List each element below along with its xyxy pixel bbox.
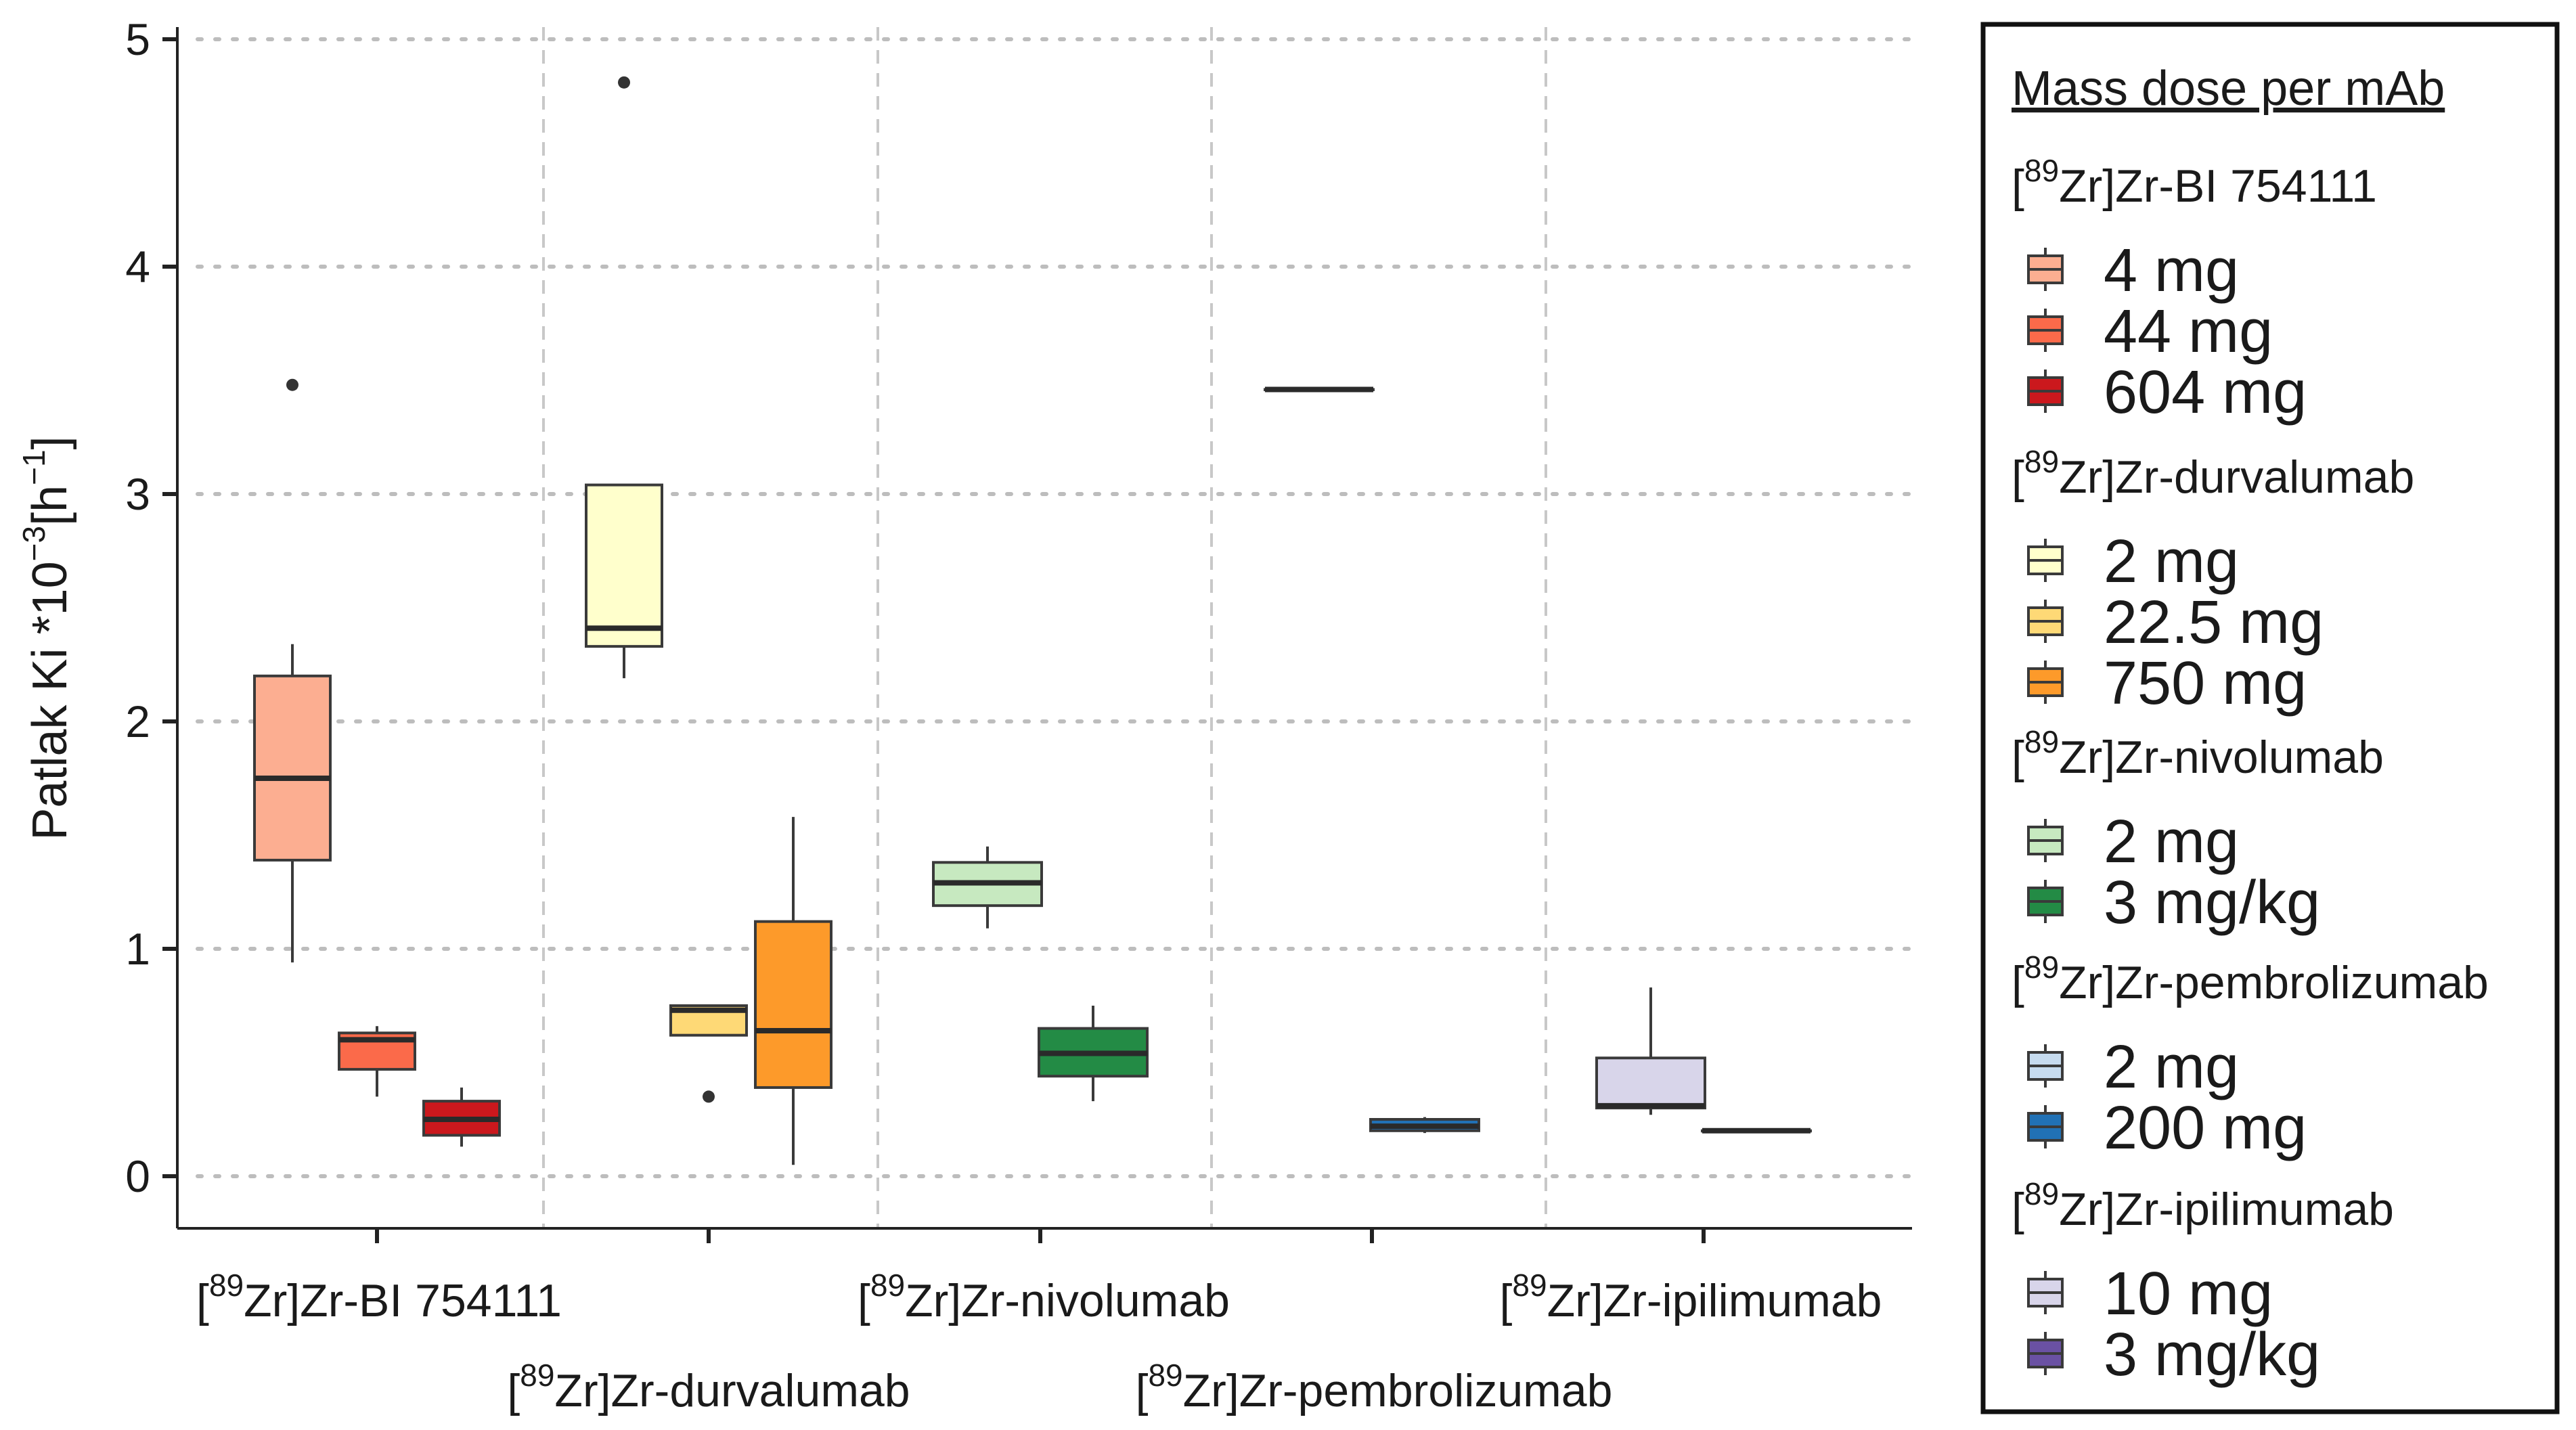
legend-group-title: [89Zr]Zr-nivolumab	[2012, 724, 2384, 783]
legend-item-label: 44 mg	[2104, 298, 2273, 365]
legend-item: 750 mg	[2027, 650, 2307, 717]
legend: Mass dose per mAb [89Zr]Zr-BI 754111 4 mg4…	[1980, 22, 2560, 1414]
legend-item: 3 mg/kg	[2027, 1321, 2320, 1389]
box-ipilimumab-10-mg	[1595, 987, 1706, 1115]
legend-item: 2 mg	[2027, 528, 2239, 596]
y-tick-label: 4	[125, 242, 150, 292]
box-durvalumab-2-mg	[585, 76, 663, 679]
gridlines	[196, 27, 1914, 1228]
box-body	[1595, 1056, 1706, 1110]
legend-group-4: [89Zr]Zr-ipilimumab 10 mg3 mg/kg	[2012, 1176, 2394, 1389]
legend-item-label: 2 mg	[2104, 808, 2239, 876]
outlier-point	[703, 1090, 715, 1103]
x-tick-label-durvalumab: [89Zr]Zr-durvalumab	[507, 1358, 910, 1416]
legend-item: 10 mg	[2027, 1260, 2273, 1328]
legend-item-label: 3 mg/kg	[2104, 1321, 2320, 1389]
legend-group-title: [89Zr]Zr-durvalumab	[2012, 444, 2414, 503]
legend-item: 200 mg	[2027, 1094, 2307, 1162]
y-tick-label: 5	[125, 14, 150, 64]
plot-area	[253, 76, 1812, 1165]
legend-item-label: 2 mg	[2104, 528, 2239, 596]
box-nivolumab-3-mg-kg	[1038, 1006, 1149, 1102]
legend-item-label: 22.5 mg	[2104, 589, 2324, 656]
legend-item-label: 3 mg/kg	[2104, 869, 2320, 937]
axes: 0 1 2 3 4 5 [89Zr]Zr-BI 754111 [89Zr]Zr-durvalu…	[125, 14, 1912, 1416]
legend-item-label: 604 mg	[2104, 359, 2307, 426]
legend-item: 2 mg	[2027, 1033, 2239, 1101]
box-pembrolizumab-200-mg	[1369, 1117, 1480, 1134]
legend-item-label: 750 mg	[2104, 650, 2307, 717]
legend-item: 4 mg	[2027, 237, 2239, 305]
legend-item-label: 4 mg	[2104, 237, 2239, 305]
x-tick-label-nivolumab: [89Zr]Zr-nivolumab	[858, 1268, 1230, 1326]
y-tick-label: 0	[125, 1151, 150, 1201]
outlier-point	[286, 378, 298, 391]
box-durvalumab-22.5-mg	[669, 1004, 748, 1103]
legend-item: 3 mg/kg	[2027, 869, 2320, 937]
box-BI 754111-604-mg	[422, 1087, 501, 1147]
box-body	[253, 674, 332, 862]
box-body	[585, 483, 663, 648]
legend-group-title: [89Zr]Zr-BI 754111	[2012, 153, 2377, 212]
legend-item: 44 mg	[2027, 298, 2273, 365]
legend-item: 22.5 mg	[2027, 589, 2324, 656]
legend-group-2: [89Zr]Zr-nivolumab 2 mg3 mg/kg	[2012, 724, 2384, 937]
x-tick-label-ipilimumab: [89Zr]Zr-ipilimumab	[1500, 1268, 1882, 1326]
y-tick-label: 3	[125, 469, 150, 519]
legend-item-label: 200 mg	[2104, 1094, 2307, 1162]
y-tick-label: 1	[125, 924, 150, 974]
y-tick-label: 2	[125, 696, 150, 746]
legend-item: 604 mg	[2027, 359, 2307, 426]
outlier-point	[618, 76, 630, 89]
x-tick-label-pembrolizumab: [89Zr]Zr-pembrolizumab	[1136, 1358, 1613, 1416]
legend-group-title: [89Zr]Zr-pembrolizumab	[2012, 949, 2489, 1008]
y-axis-label: Patlak Ki *10−3[h−1]	[16, 436, 77, 840]
box-pembrolizumab-2-mg	[1264, 386, 1375, 393]
legend-frame	[1980, 22, 2560, 1414]
y-axis-title: Patlak Ki *10−3[h−1]	[16, 436, 77, 840]
legend-title: Mass dose per mAb	[2012, 62, 2445, 116]
box-BI 754111-44-mg	[338, 1026, 416, 1097]
x-tick-label-BI 754111: [89Zr]Zr-BI 754111	[196, 1268, 562, 1326]
box-ipilimumab-3-mg-kg	[1701, 1127, 1812, 1134]
legend-item-label: 10 mg	[2104, 1260, 2273, 1328]
box-BI 754111-4-mg	[253, 378, 332, 963]
box-durvalumab-750-mg	[754, 817, 832, 1165]
box-body	[754, 920, 832, 1089]
legend-item: 2 mg	[2027, 808, 2239, 876]
box-nivolumab-2-mg	[932, 846, 1043, 929]
legend-group-title: [89Zr]Zr-ipilimumab	[2012, 1176, 2394, 1235]
legend-item-label: 2 mg	[2104, 1033, 2239, 1101]
